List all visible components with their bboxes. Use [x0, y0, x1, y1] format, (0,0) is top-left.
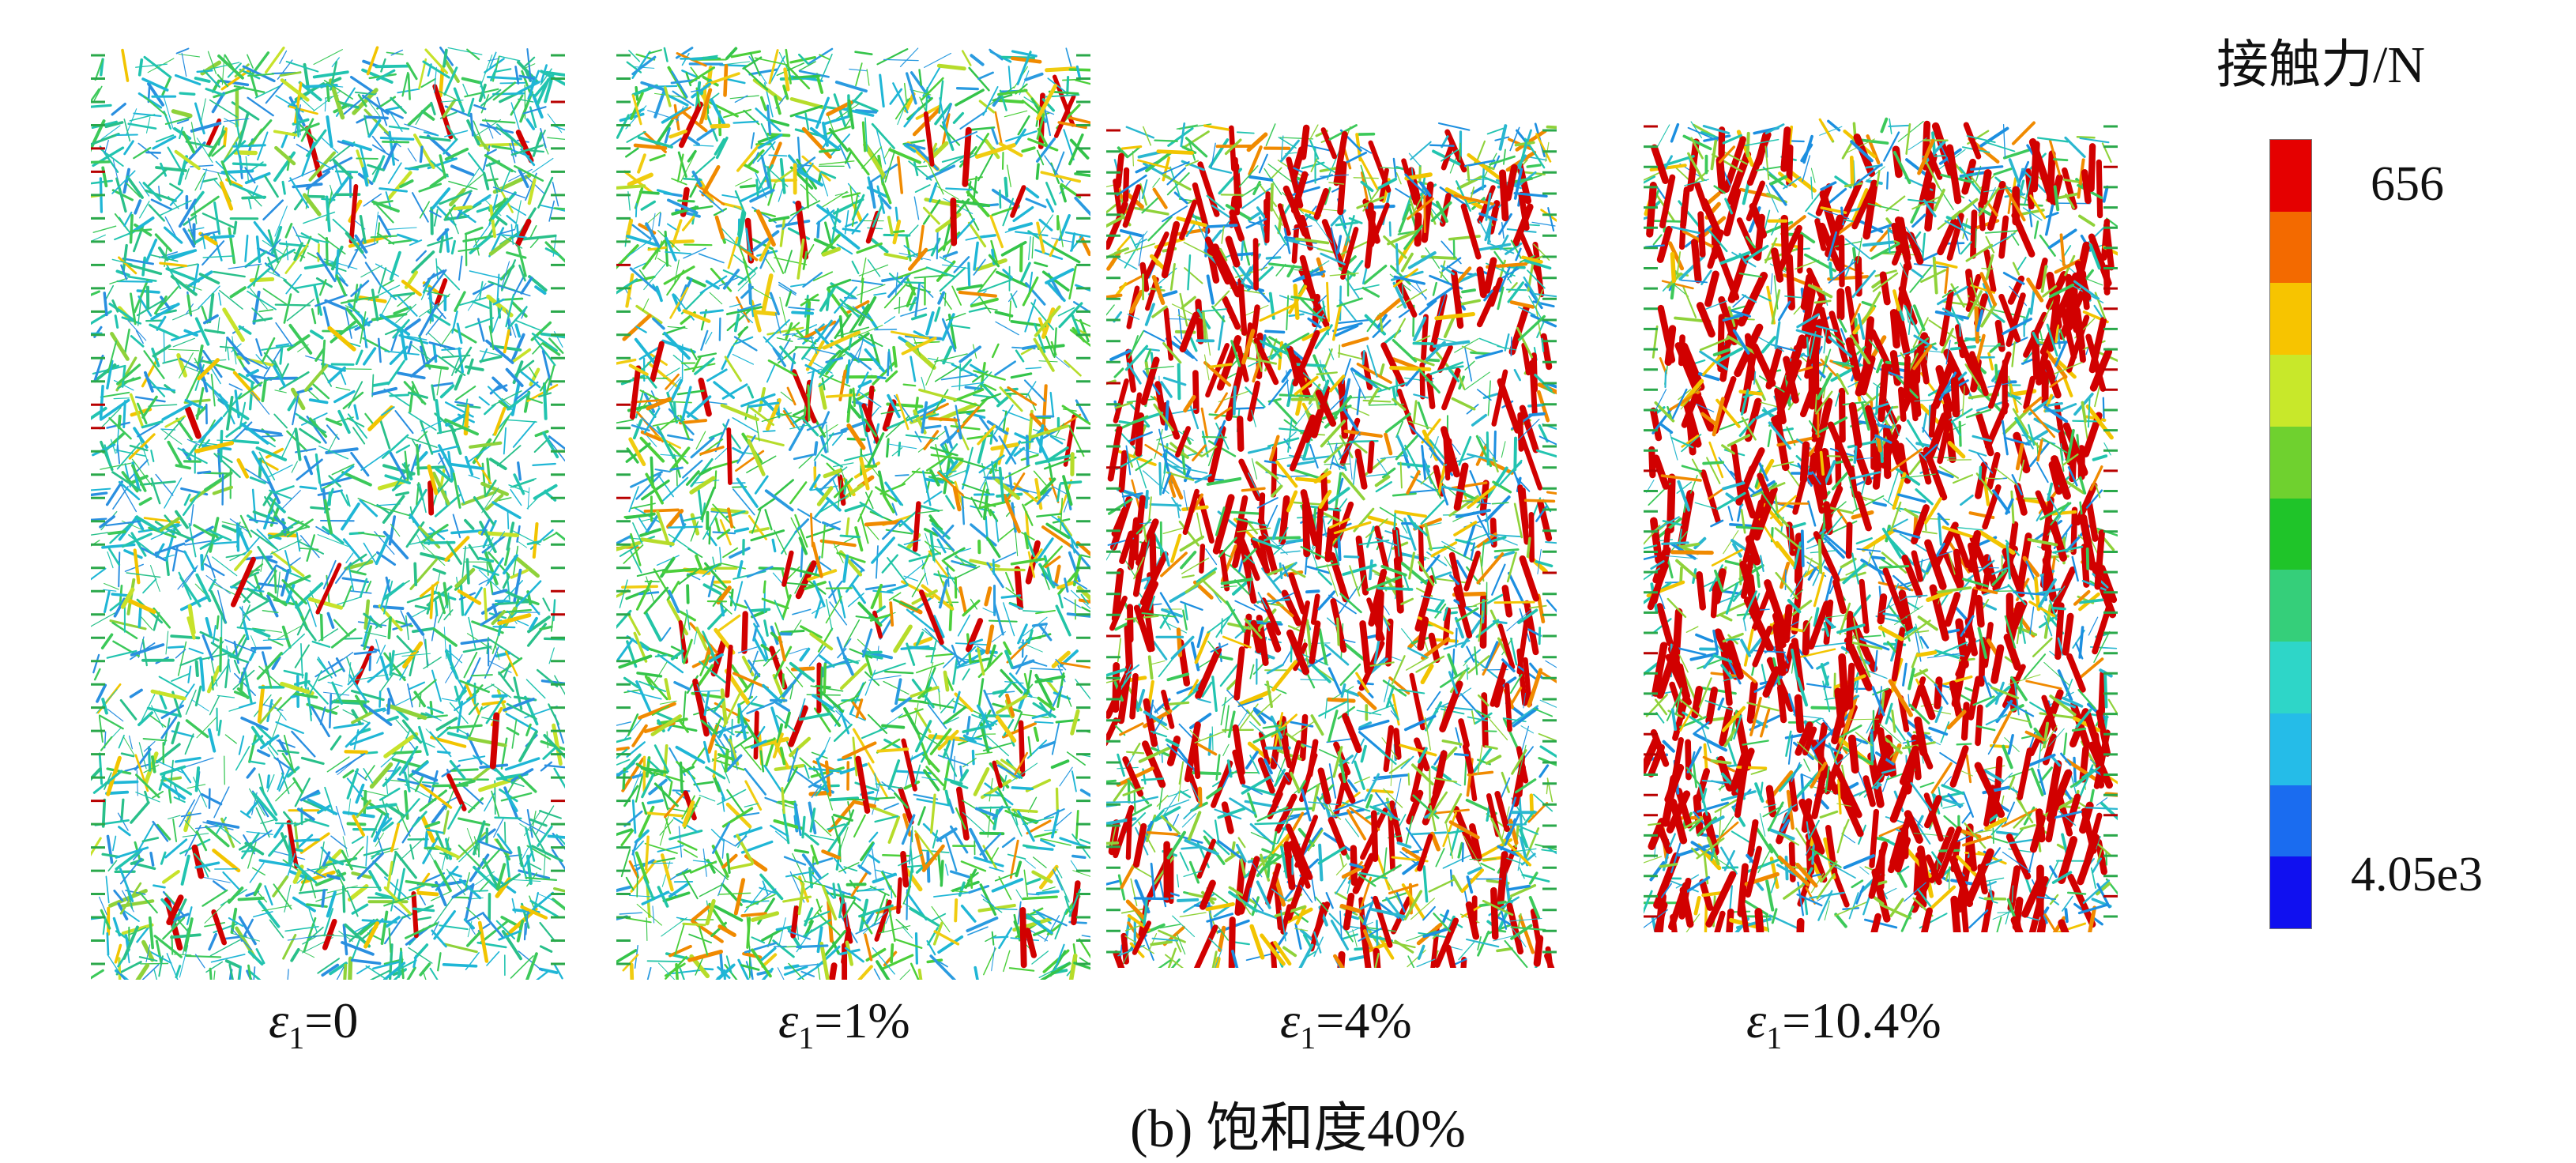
force-chain-panel-1 [91, 40, 565, 980]
epsilon-symbol: ε [1280, 992, 1301, 1048]
colorbar-segment [2270, 426, 2311, 499]
colorbar-segment [2270, 713, 2311, 785]
force-chain-segments [91, 46, 565, 980]
epsilon-subscript: 1 [798, 1020, 815, 1056]
force-chain-panel-2 [616, 40, 1090, 980]
force-chain-network-2 [616, 47, 1090, 980]
colorbar-segment [2270, 355, 2311, 427]
force-chain-panel-3 [1106, 115, 1557, 968]
force-chain-network-4 [1644, 117, 2118, 932]
colorbar-segment [2270, 856, 2311, 929]
epsilon-symbol: ε [1746, 992, 1767, 1048]
force-chain-segments [1106, 122, 1557, 968]
colorbar-segment [2270, 642, 2311, 713]
epsilon-subscript: 1 [288, 1020, 305, 1056]
force-chain-segments [616, 47, 1090, 980]
epsilon-symbol: ε [269, 992, 289, 1048]
colorbar-segment [2270, 570, 2311, 642]
strain-label-3: ε1=4% [1280, 992, 1412, 1056]
strain-label-2: ε1=1% [778, 992, 910, 1056]
colorbar-segment [2270, 140, 2311, 212]
colorbar-segment [2270, 283, 2311, 356]
force-chain-network-3 [1106, 122, 1557, 968]
colorbar-max-label: 656 [2371, 157, 2444, 211]
force-chain-segments [1644, 117, 2118, 932]
strain-value: =1% [814, 992, 910, 1048]
force-chain-network-1 [91, 46, 565, 980]
colorbar-min-label: 4.05e3 [2351, 848, 2484, 901]
strain-label-4: ε1=10.4% [1746, 992, 1941, 1056]
colorbar-segment [2270, 785, 2311, 857]
strain-value: =4% [1316, 992, 1412, 1048]
strain-value: =0 [304, 992, 359, 1048]
force-chain-panel-4 [1644, 111, 2118, 932]
strain-value: =10.4% [1782, 992, 1941, 1048]
strain-label-1: ε1=0 [269, 992, 358, 1056]
legend-title: 接触力/N [2216, 36, 2425, 94]
figure-caption: (b) 饱和度40% [1130, 1098, 1466, 1158]
epsilon-symbol: ε [778, 992, 799, 1048]
colorbar-segment [2270, 211, 2311, 284]
colorbar [2269, 139, 2312, 929]
epsilon-subscript: 1 [1300, 1020, 1316, 1056]
epsilon-subscript: 1 [1766, 1020, 1783, 1056]
colorbar-segment [2270, 498, 2311, 570]
